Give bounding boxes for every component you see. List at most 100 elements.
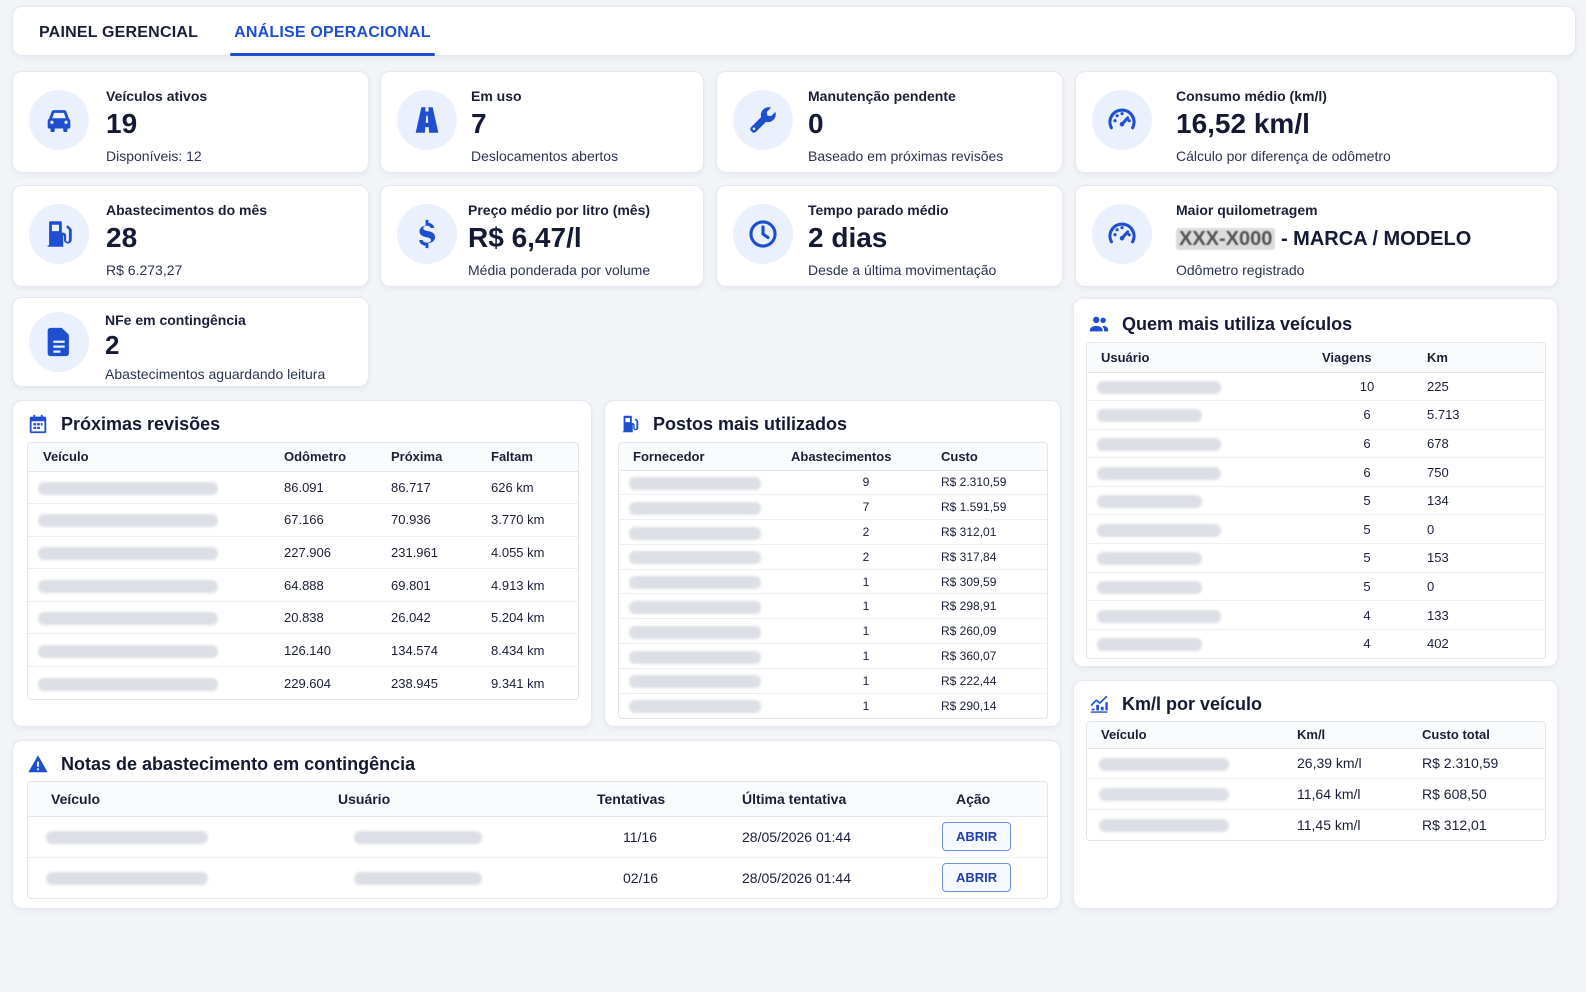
abrir-button[interactable]: ABRIR [942,822,1012,851]
kpi-maior-quilometragem: Maior quilometragem XXX-X000 - MARCA / M… [1075,185,1558,287]
cell-veiculo [1087,809,1297,840]
redacted-text [629,600,761,614]
table-row: 4 402 [1087,629,1545,658]
cell-kml: 11,45 km/l [1297,816,1361,833]
cell-kml: 11,64 km/l [1297,778,1422,810]
panel-title: Notas de abastecimento em contingência [27,753,415,775]
col-header: Última tentativa [713,782,913,817]
cell-faltam: 8.434 km [491,633,578,668]
cell-faltam: 626 km [491,471,578,505]
cell-kml: 26,39 km/l [1297,748,1422,779]
redacted-text [1097,466,1221,480]
cell-acao: ABRIR [913,857,1047,898]
table-row: 1 R$ 290,14 [619,693,1047,718]
cell-tentativas: 02/16 [623,869,659,886]
redacted-text [629,526,761,540]
warning-icon [28,755,48,773]
table-row: 9 R$ 2.310,59 [619,470,1047,496]
redacted-text [629,476,761,490]
revisoes-table: Veículo Odômetro Próxima Faltam 86.091 86… [27,442,579,701]
panel-quem-mais-utiliza: Quem mais utiliza veículos Usuário Viage… [1073,298,1558,667]
cell-veiculo [28,857,338,898]
cell-proxima: 238.945 [391,675,438,691]
cell-custo: R$ 260,09 [941,618,1047,645]
kpi-manutencao-pendente: Manutenção pendente 0 Baseado em próxima… [716,71,1063,173]
tab-painel-gerencial[interactable]: PAINEL GERENCIAL [39,24,199,41]
cell-veiculo [1087,748,1297,779]
redacted-text [629,700,761,714]
kpi-veiculos-ativos: Veículos ativos 19 Disponíveis: 12 [12,71,369,173]
kpi-tempo-parado: Tempo parado médio 2 dias Desde a última… [716,185,1063,287]
redacted-text [354,872,482,886]
car-icon [29,90,89,150]
kpi-label: Abastecimentos do mês [106,202,268,218]
redacted-text [354,831,482,845]
panel-title-text: Km/l por veículo [1122,693,1263,714]
cell-abastecimentos: 1 [791,569,941,595]
cell-usuario [1087,572,1307,602]
cell-abastecimentos: 1 [791,668,941,694]
table-row: 5 134 [1087,486,1545,516]
kpi-label: Em uso [471,88,522,104]
cell-viagens: 5 [1307,543,1427,573]
table-row: 67.166 70.936 3.770 km [28,503,578,537]
kpi-value: 28 [106,222,138,253]
col-header: Km/l [1297,722,1422,749]
col-header: Custo total [1422,722,1545,749]
cell-viagens: 6 [1307,457,1427,487]
table-row: 2 R$ 312,01 [619,519,1047,545]
table-row: 20.838 26.042 5.204 km [28,601,578,635]
col-header: Usuário [1087,343,1307,373]
cell-odometro: 126.140 [284,633,391,668]
kpi-value: 7 [471,108,487,139]
cell-custo: R$ 312,01 [941,519,1047,545]
abrir-button[interactable]: ABRIR [942,863,1012,893]
col-header: Km [1427,343,1545,373]
kpi-preco-medio-litro: Preço médio por litro (mês) R$ 6,47/l Mé… [380,185,704,287]
table-row: 1 R$ 309,59 [619,569,1047,595]
redacted-text [38,579,218,593]
kpi-value: R$ 6,47/l [468,222,582,253]
cell-usuario [338,816,553,858]
chart-icon [1090,695,1108,713]
fuel-pump-icon [29,204,89,264]
cell-veiculo [28,536,284,570]
cell-km: 678 [1427,429,1545,459]
cell-proxima: 86.717 [391,471,491,505]
panel-title-text: Postos mais utilizados [653,413,848,434]
redacted-text [1099,788,1229,802]
table-row: 26,39 km/l R$ 2.310,59 [1087,748,1545,779]
table-row: 1 R$ 222,44 [619,668,1047,694]
redacted-text [1097,638,1202,652]
cell-km: 0 [1427,572,1545,602]
table-row: 5 153 [1087,543,1545,573]
redacted-text [1097,380,1221,394]
redacted-text [38,612,218,626]
kpi-value: 16,52 km/l [1176,108,1310,139]
kpi-em-uso: Em uso 7 Deslocamentos abertos [380,71,704,173]
cell-viagens: 6 [1307,400,1427,430]
kpi-subtext: Odômetro registrado [1176,262,1305,278]
cell-proxima: 70.936 [391,503,491,537]
cell-fornecedor [619,643,791,669]
kpi-label: Preço médio por litro (mês) [468,202,651,218]
kml-table: Veículo Km/l Custo total 26,39 km/l R$ 2.… [1086,721,1546,841]
cell-odometro: 64.888 [284,568,391,602]
panel-title: Km/l por veículo [1088,693,1262,715]
table-row: 11/16 28/05/2026 01:44 ABRIR [28,816,1047,858]
tab-analise-operacional[interactable]: ANÁLISE OPERACIONAL [230,7,435,57]
table-row: 86.091 86.717 626 km [28,471,578,505]
redacted-text [629,576,761,590]
kpi-subtext: Cálculo por diferença de odômetro [1176,148,1391,164]
table-row: 02/16 28/05/2026 01:44 ABRIR [28,857,1047,898]
col-header: Próxima [391,443,491,472]
redacted-text [38,547,218,561]
cell-viagens: 10 [1307,372,1427,402]
table-row: 126.140 134.574 8.434 km [28,633,578,668]
cell-custo: R$ 222,44 [941,668,1047,694]
cell-km: 750 [1427,457,1545,487]
cell-viagens: 5 [1307,514,1427,545]
redacted-text [1097,552,1202,566]
